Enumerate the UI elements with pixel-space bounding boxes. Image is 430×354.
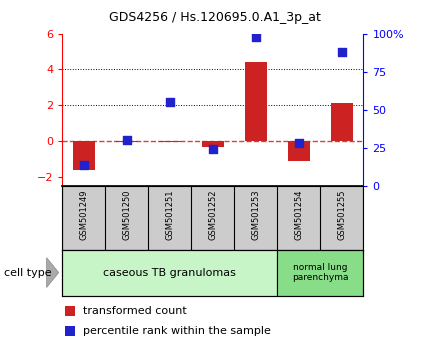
Text: normal lung
parenchyma: normal lung parenchyma <box>292 263 349 282</box>
Bar <box>73 141 95 170</box>
Point <box>209 147 216 152</box>
Text: percentile rank within the sample: percentile rank within the sample <box>83 326 271 336</box>
Point <box>295 141 302 146</box>
Text: GDS4256 / Hs.120695.0.A1_3p_at: GDS4256 / Hs.120695.0.A1_3p_at <box>109 11 321 24</box>
Bar <box>116 141 138 142</box>
Bar <box>331 103 353 141</box>
Text: caseous TB granulomas: caseous TB granulomas <box>103 268 236 278</box>
Bar <box>202 141 224 147</box>
Text: GSM501255: GSM501255 <box>338 189 346 240</box>
Text: GSM501253: GSM501253 <box>252 189 260 240</box>
Polygon shape <box>46 258 58 287</box>
Text: transformed count: transformed count <box>83 306 187 316</box>
Point <box>252 34 259 40</box>
Text: cell type: cell type <box>4 268 52 278</box>
Point <box>338 49 345 55</box>
Point <box>80 162 87 167</box>
Point <box>166 99 173 105</box>
Text: GSM501251: GSM501251 <box>166 189 174 240</box>
Text: GSM501254: GSM501254 <box>295 189 303 240</box>
Bar <box>62 250 277 296</box>
Bar <box>245 62 267 141</box>
Bar <box>277 250 363 296</box>
Bar <box>159 141 181 142</box>
Bar <box>288 141 310 161</box>
Point <box>123 137 130 143</box>
Text: GSM501249: GSM501249 <box>80 189 88 240</box>
Text: GSM501252: GSM501252 <box>209 189 217 240</box>
Text: GSM501250: GSM501250 <box>123 189 131 240</box>
